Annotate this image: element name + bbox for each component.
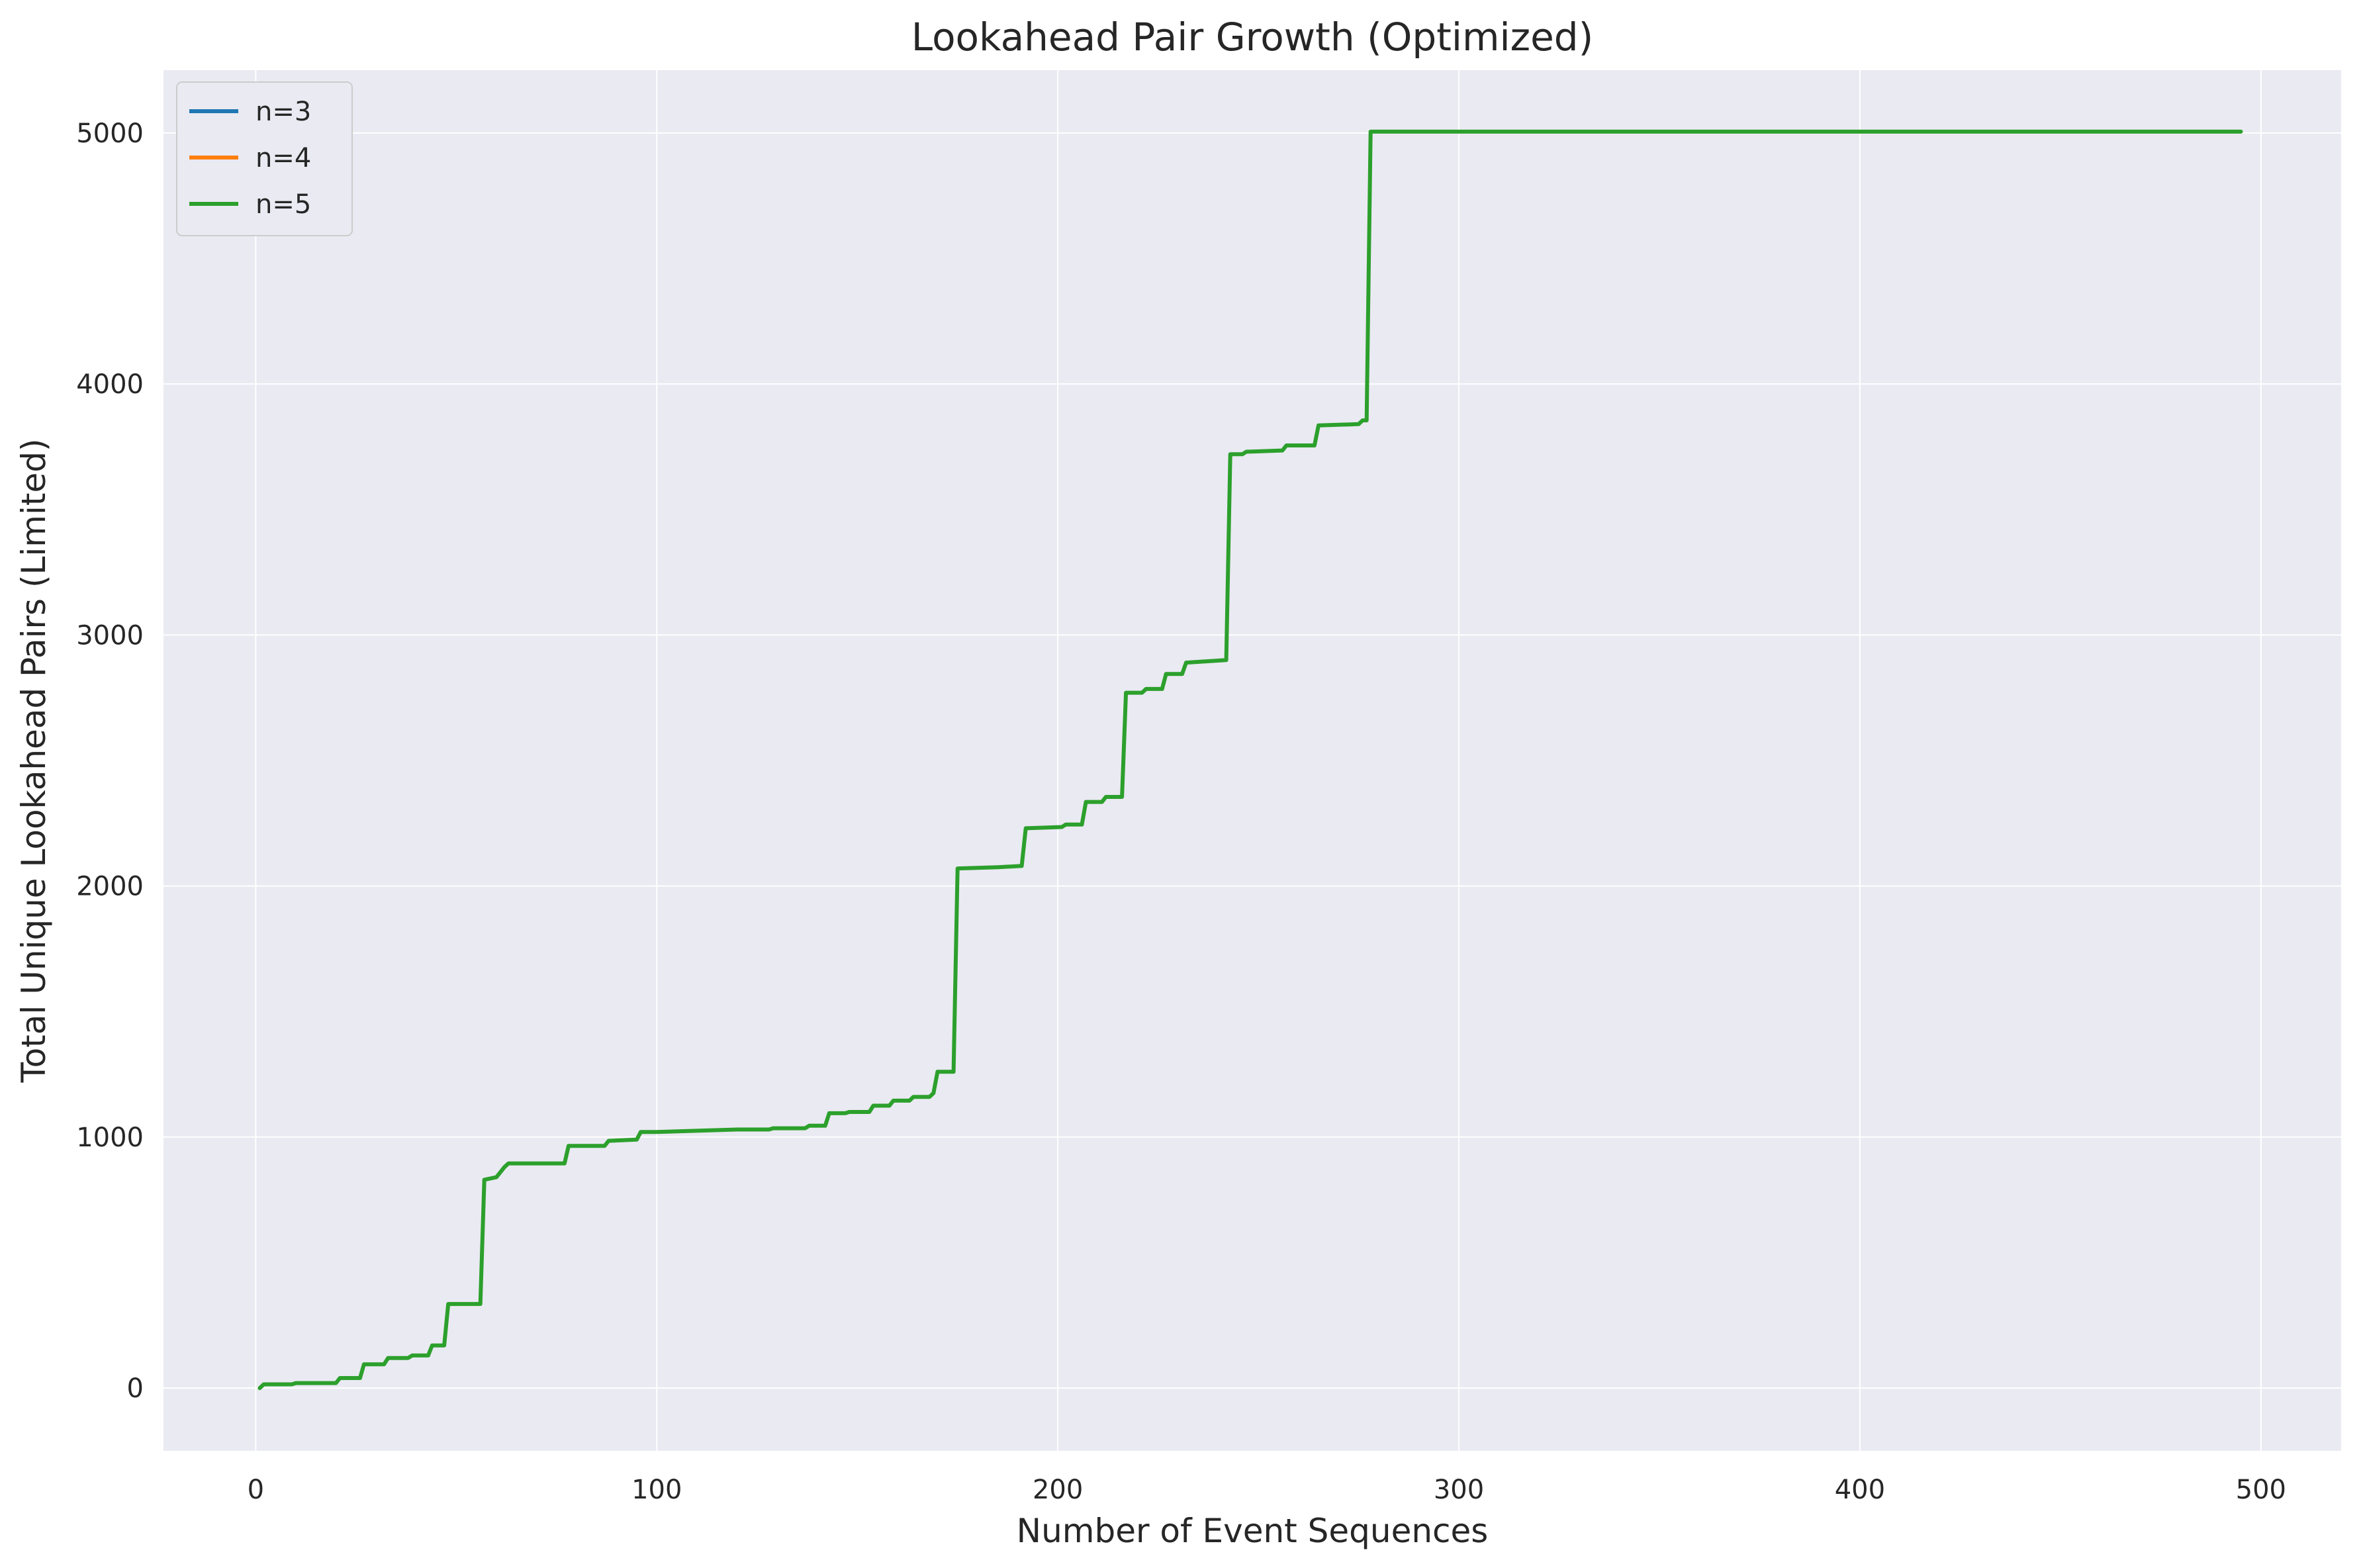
- x-axis-label: Number of Event Sequences: [1017, 1512, 1489, 1550]
- y-tick-label: 5000: [76, 118, 144, 149]
- y-tick-label: 1000: [76, 1123, 144, 1153]
- x-tick-label: 300: [1434, 1475, 1484, 1505]
- x-tick-label: 200: [1033, 1475, 1083, 1505]
- x-axis-ticks: 0 100 200 300 400 500: [248, 1475, 2286, 1505]
- x-tick-label: 100: [631, 1475, 682, 1505]
- y-tick-label: 2000: [76, 872, 144, 902]
- legend: n=3 n=4 n=5: [176, 81, 353, 236]
- y-axis-label: Total Unique Lookahead Pairs (Limited): [15, 439, 53, 1084]
- legend-label: n=4: [255, 143, 311, 173]
- plot-area: [163, 70, 2341, 1451]
- x-tick-label: 0: [248, 1475, 264, 1505]
- y-tick-label: 3000: [76, 620, 144, 651]
- y-axis-ticks: 0 1000 2000 3000 4000 5000: [76, 118, 144, 1404]
- y-tick-label: 4000: [76, 369, 144, 400]
- series-layer: [257, 129, 2243, 1391]
- legend-label: n=5: [255, 189, 311, 220]
- chart-title: Lookahead Pair Growth (Optimized): [911, 15, 1593, 60]
- y-tick-label: 0: [127, 1373, 144, 1404]
- x-tick-label: 500: [2236, 1475, 2286, 1505]
- x-tick-label: 400: [1835, 1475, 1885, 1505]
- series-line-n=5: [257, 129, 2243, 1391]
- legend-label: n=3: [255, 97, 311, 127]
- grid: [163, 70, 2341, 1451]
- legend-frame: [176, 81, 353, 236]
